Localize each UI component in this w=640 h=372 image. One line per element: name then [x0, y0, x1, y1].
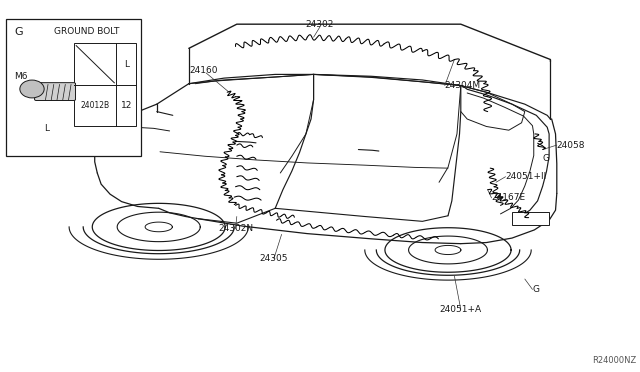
Text: 24305: 24305: [260, 254, 288, 263]
Text: 24302N: 24302N: [218, 224, 253, 233]
Text: 24160: 24160: [189, 66, 218, 75]
Text: 24304M: 24304M: [445, 81, 481, 90]
Text: 12: 12: [120, 101, 132, 110]
Text: 24051+A: 24051+A: [440, 305, 482, 314]
Text: 24302: 24302: [306, 20, 334, 29]
Bar: [512, 212, 549, 225]
Ellipse shape: [20, 80, 44, 98]
Text: G: G: [532, 285, 540, 294]
Text: 24012B: 24012B: [81, 101, 109, 110]
Text: 24167E: 24167E: [492, 193, 525, 202]
Text: L: L: [124, 60, 129, 68]
Text: 24051+II: 24051+II: [506, 172, 547, 181]
Text: 24058: 24058: [557, 141, 586, 150]
Text: R24000NZ: R24000NZ: [593, 356, 637, 365]
Bar: [74, 44, 136, 126]
Text: G: G: [543, 154, 550, 163]
Bar: [6, 19, 141, 156]
Text: M6: M6: [14, 72, 28, 81]
Text: G: G: [14, 27, 22, 37]
Text: GROUND BOLT: GROUND BOLT: [54, 27, 119, 36]
FancyBboxPatch shape: [35, 83, 76, 100]
Text: L: L: [44, 124, 49, 133]
